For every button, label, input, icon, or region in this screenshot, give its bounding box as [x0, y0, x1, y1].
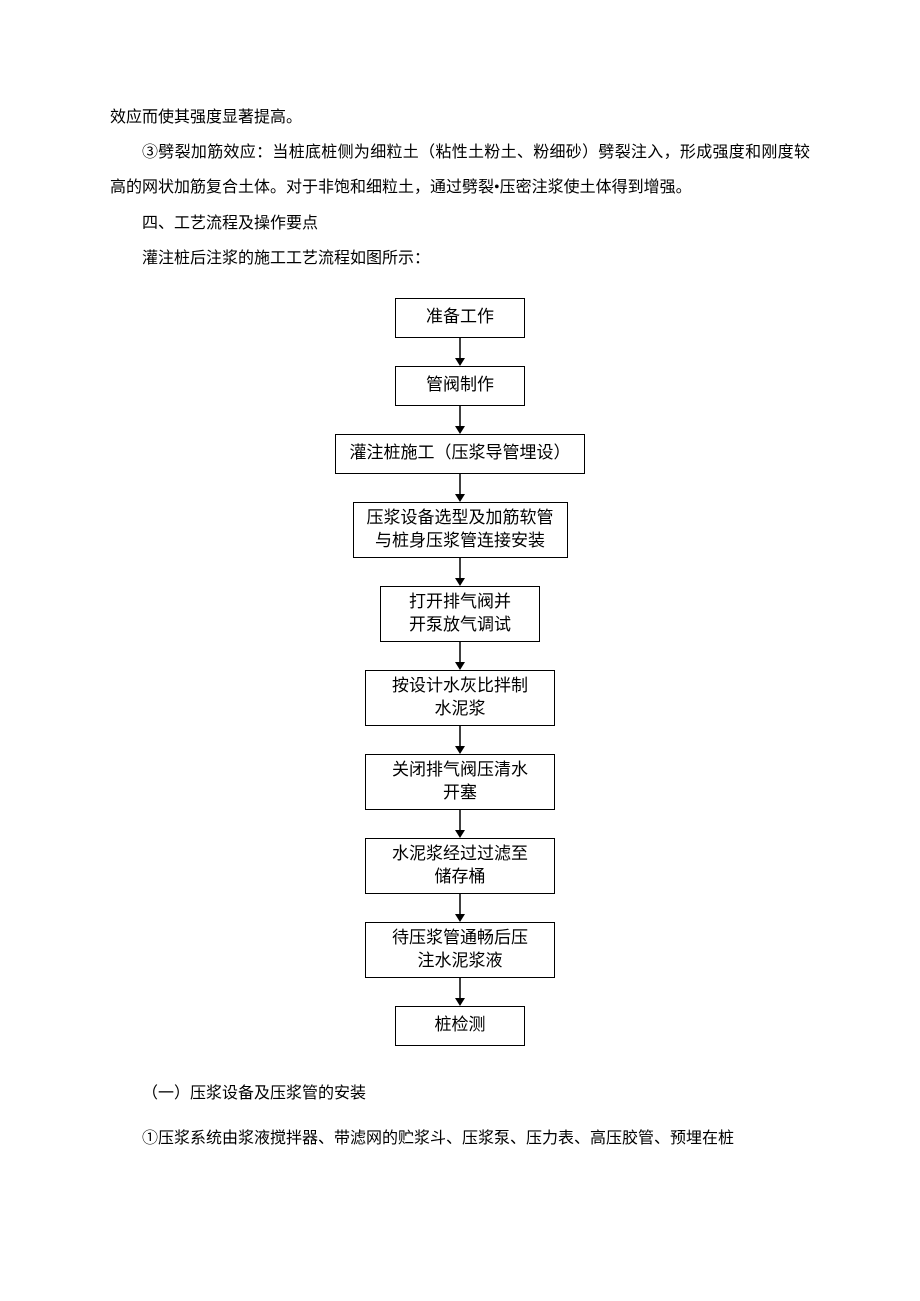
flow-node-label: 水泥浆经过过滤至储存桶: [392, 843, 528, 889]
flow-node-label: 按设计水灰比拌制水泥浆: [392, 675, 528, 721]
flow-node-label: 待压浆管通畅后压注水泥浆液: [392, 927, 528, 973]
flow-node-n4: 压浆设备选型及加筋软管与桩身压浆管连接安装: [353, 502, 568, 558]
flow-node-label: 打开排气阀并开泵放气调试: [409, 591, 511, 637]
flow-node-n2: 管阀制作: [395, 366, 525, 406]
flow-node-label: 准备工作: [426, 306, 494, 329]
flow-arrow: [453, 642, 467, 670]
flow-node-label: 灌注桩施工（压浆导管埋设）: [350, 442, 571, 465]
flow-arrow: [453, 558, 467, 586]
paragraph-4: 灌注桩后注浆的施工工艺流程如图所示：: [110, 241, 810, 276]
flow-arrow: [453, 474, 467, 502]
paragraph-2: ③劈裂加筋效应：当桩底桩侧为细粒土（粘性土粉土、粉细砂）劈裂注入，形成强度和刚度…: [110, 135, 810, 205]
flow-arrow: [453, 338, 467, 366]
flow-node-n10: 桩检测: [395, 1006, 525, 1046]
flow-node-label: 压浆设备选型及加筋软管与桩身压浆管连接安装: [367, 507, 554, 553]
flow-arrow: [453, 810, 467, 838]
flow-arrow: [453, 406, 467, 434]
heading-subsection-1: （一）压浆设备及压浆管的安装: [110, 1076, 810, 1111]
flow-arrow: [453, 894, 467, 922]
paragraph-1: 效应而使其强度显著提高。: [110, 100, 810, 135]
heading-section-4: 四、工艺流程及操作要点: [110, 206, 810, 241]
flow-node-label: 管阀制作: [426, 374, 494, 397]
flow-node-n6: 按设计水灰比拌制水泥浆: [365, 670, 555, 726]
flow-node-n7: 关闭排气阀压清水开塞: [365, 754, 555, 810]
paragraph-6: ①压浆系统由浆液搅拌器、带滤网的贮浆斗、压浆泵、压力表、高压胶管、预埋在桩: [110, 1121, 810, 1156]
flow-node-label: 桩检测: [435, 1014, 486, 1037]
flow-node-n5: 打开排气阀并开泵放气调试: [380, 586, 540, 642]
flow-node-n3: 灌注桩施工（压浆导管埋设）: [335, 434, 585, 474]
flow-node-n9: 待压浆管通畅后压注水泥浆液: [365, 922, 555, 978]
flow-node-n8: 水泥浆经过过滤至储存桶: [365, 838, 555, 894]
flow-node-n1: 准备工作: [395, 298, 525, 338]
process-flowchart: 准备工作管阀制作灌注桩施工（压浆导管埋设） 压浆设备选型及加筋软管与桩身压浆管连接…: [110, 298, 810, 1046]
flow-arrow: [453, 978, 467, 1006]
flow-node-label: 关闭排气阀压清水开塞: [392, 759, 528, 805]
flow-arrow: [453, 726, 467, 754]
